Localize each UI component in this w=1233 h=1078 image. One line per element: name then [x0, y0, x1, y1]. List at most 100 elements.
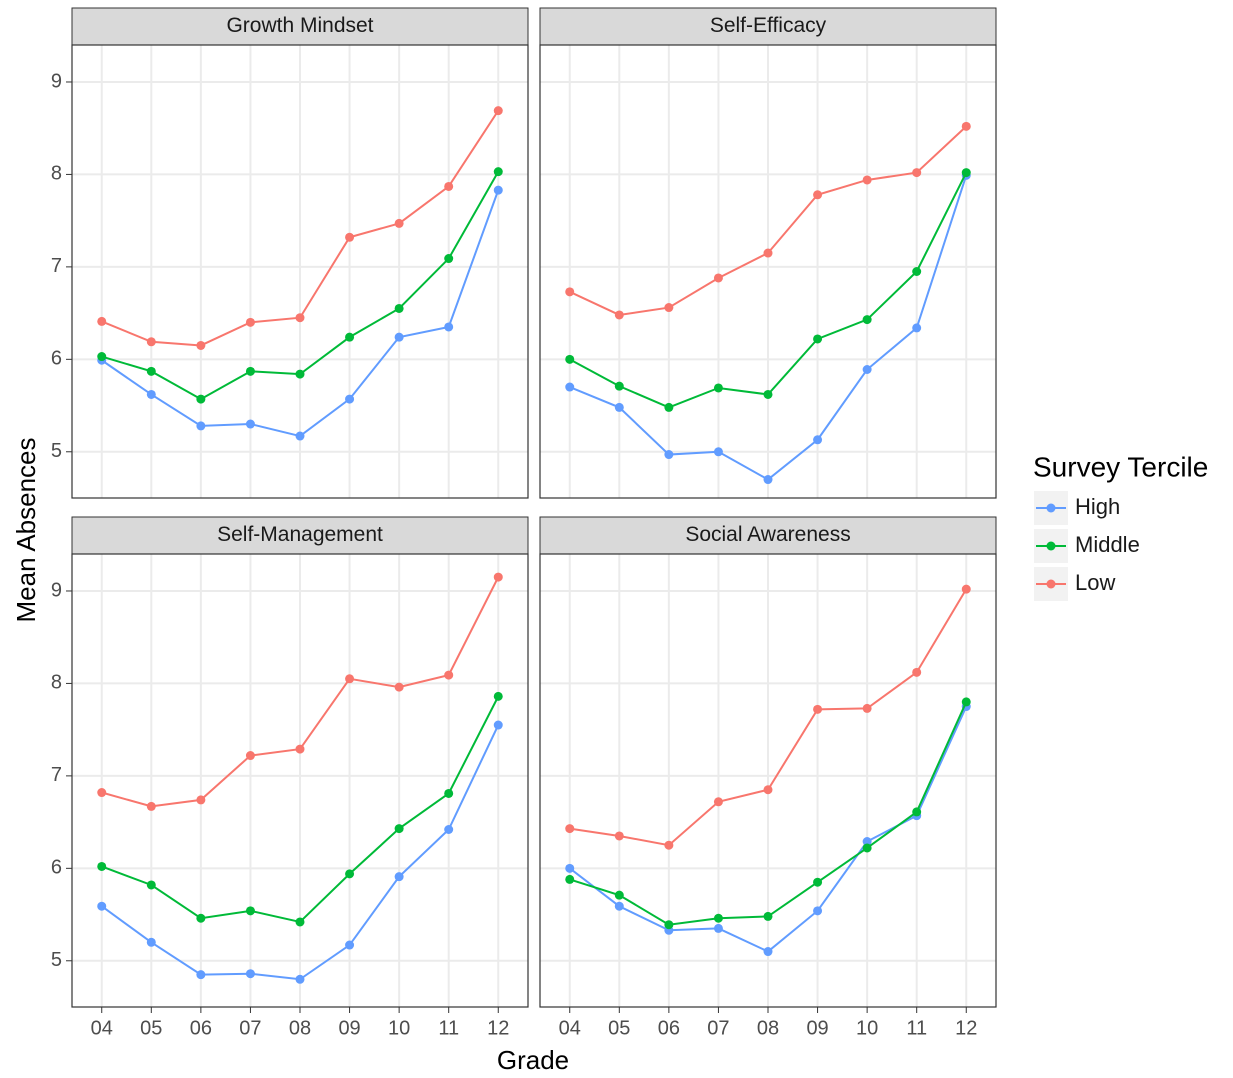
strip	[71, 7, 529, 46]
data-point	[146, 937, 156, 947]
x-tick-label: 06	[190, 1017, 212, 1039]
x-tick-label: 11	[906, 1017, 927, 1039]
data-point	[97, 352, 107, 362]
strip	[539, 516, 997, 555]
data-point	[97, 788, 107, 798]
data-point	[97, 861, 107, 871]
data-point	[493, 167, 503, 177]
x-tick-label: 08	[757, 1017, 779, 1039]
data-point	[196, 913, 206, 923]
data-point	[196, 795, 206, 805]
x-tick-label: 10	[856, 1017, 878, 1039]
data-point	[614, 402, 624, 412]
x-tick-label: 06	[658, 1017, 680, 1039]
data-point	[862, 703, 872, 713]
legend-label: Middle	[1075, 532, 1140, 557]
data-point	[295, 369, 305, 379]
data-point	[196, 421, 206, 431]
data-point	[664, 450, 674, 460]
data-point	[664, 402, 674, 412]
data-point	[444, 824, 454, 834]
data-point	[146, 389, 156, 399]
legend-title: Survey Tercile	[1033, 451, 1208, 482]
data-point	[713, 923, 723, 933]
data-point	[295, 431, 305, 441]
data-point	[813, 704, 823, 714]
data-point	[493, 572, 503, 582]
data-point	[295, 313, 305, 323]
data-point	[345, 232, 355, 242]
y-axis-label: Mean Absences	[11, 437, 41, 622]
data-point	[245, 366, 255, 376]
legend-point	[1046, 541, 1056, 551]
x-tick-label: 07	[707, 1017, 729, 1039]
data-point	[664, 840, 674, 850]
strip	[71, 516, 529, 555]
data-point	[862, 315, 872, 325]
x-tick-label: 12	[487, 1017, 509, 1039]
data-point	[713, 383, 723, 393]
data-point	[713, 797, 723, 807]
data-point	[245, 317, 255, 327]
panel-border	[539, 44, 997, 499]
data-point	[245, 419, 255, 429]
data-point	[763, 389, 773, 399]
data-point	[345, 674, 355, 684]
data-point	[961, 121, 971, 131]
data-point	[763, 785, 773, 795]
data-point	[763, 248, 773, 258]
x-tick-label: 12	[955, 1017, 977, 1039]
data-point	[146, 366, 156, 376]
data-point	[565, 382, 575, 392]
y-tick-label: 8	[51, 163, 62, 185]
data-point	[763, 947, 773, 957]
data-point	[614, 310, 624, 320]
data-point	[196, 394, 206, 404]
data-point	[614, 890, 624, 900]
data-point	[614, 831, 624, 841]
x-tick-label: 10	[388, 1017, 410, 1039]
data-point	[912, 168, 922, 178]
data-point	[664, 303, 674, 313]
data-point	[614, 381, 624, 391]
data-point	[394, 332, 404, 342]
legend-point	[1046, 579, 1056, 589]
data-point	[295, 744, 305, 754]
data-point	[713, 913, 723, 923]
y-tick-label: 5	[51, 440, 62, 462]
data-point	[763, 911, 773, 921]
x-tick-label: 08	[289, 1017, 311, 1039]
y-tick-label: 9	[51, 579, 62, 601]
data-point	[97, 901, 107, 911]
data-point	[493, 106, 503, 116]
panel-border	[71, 553, 529, 1008]
data-point	[444, 322, 454, 332]
data-point	[146, 337, 156, 347]
data-point	[614, 901, 624, 911]
data-point	[912, 267, 922, 276]
data-point	[97, 316, 107, 326]
data-point	[763, 475, 773, 485]
data-point	[565, 874, 575, 884]
panel-title: Growth Mindset	[226, 14, 373, 37]
x-tick-label: 04	[559, 1017, 581, 1039]
data-point	[664, 920, 674, 930]
data-point	[493, 720, 503, 730]
data-point	[862, 837, 872, 847]
data-point	[196, 340, 206, 350]
data-point	[295, 917, 305, 927]
data-point	[394, 682, 404, 692]
data-point	[345, 869, 355, 879]
data-point	[394, 218, 404, 228]
y-tick-label: 7	[51, 255, 62, 277]
data-point	[394, 303, 404, 313]
x-tick-label: 09	[338, 1017, 360, 1039]
data-point	[196, 970, 206, 980]
data-point	[245, 906, 255, 916]
x-tick-label: 04	[91, 1017, 113, 1039]
x-tick-label: 05	[608, 1017, 630, 1039]
data-point	[912, 807, 922, 817]
data-point	[345, 394, 355, 404]
data-point	[912, 667, 922, 677]
